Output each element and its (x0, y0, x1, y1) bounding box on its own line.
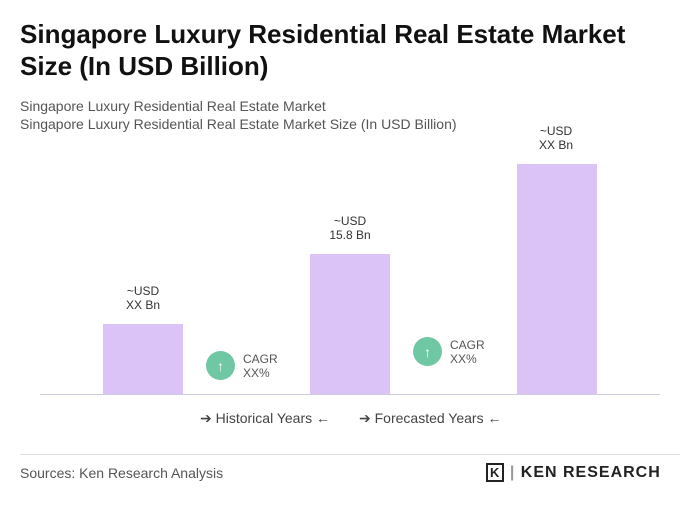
arrow-up-icon: ↑ (413, 337, 442, 366)
bar-2 (310, 254, 390, 394)
logo-text: KEN RESEARCH (520, 464, 661, 481)
x-axis (40, 394, 660, 395)
bar-3 (517, 164, 597, 394)
arrow-left-icon: ← (487, 410, 502, 426)
source-text: Sources: Ken Research Analysis (20, 465, 224, 481)
cagr-label: CAGR (450, 337, 485, 352)
arrow-right-icon: ➔ (359, 410, 371, 426)
legend-forecasted: ➔ Forecasted Years ← (359, 410, 501, 427)
subtitle: Singapore Luxury Residential Real Estate… (20, 98, 326, 114)
legend-label: Forecasted Years (374, 410, 484, 426)
data-label-3: ~USD XX Bn (538, 124, 574, 152)
cagr-value: XX% (450, 351, 477, 366)
cagr-label: CAGR (243, 351, 278, 366)
arrow-left-icon: ← (316, 410, 331, 426)
cagr-annotation-1: ↑ CAGR XX% (206, 351, 278, 380)
bar-1 (103, 324, 183, 394)
subtitle-2: Singapore Luxury Residential Real Estate… (20, 116, 457, 132)
data-label-2: ~USD 15.8 Bn (329, 214, 371, 242)
footer-divider (20, 454, 680, 455)
arrow-right-icon: ➔ (200, 410, 212, 426)
ken-research-logo: K | KEN RESEARCH (486, 463, 661, 482)
chart-title: Singapore Luxury Residential Real Estate… (20, 19, 626, 81)
cagr-annotation-2: ↑ CAGR XX% (413, 337, 485, 366)
data-label-1: ~USD XX Bn (125, 284, 161, 312)
cagr-value: XX% (243, 365, 270, 380)
legend-label: Historical Years (215, 410, 313, 426)
legend-historical: ➔ Historical Years ← (200, 410, 330, 427)
arrow-up-icon: ↑ (206, 351, 235, 380)
